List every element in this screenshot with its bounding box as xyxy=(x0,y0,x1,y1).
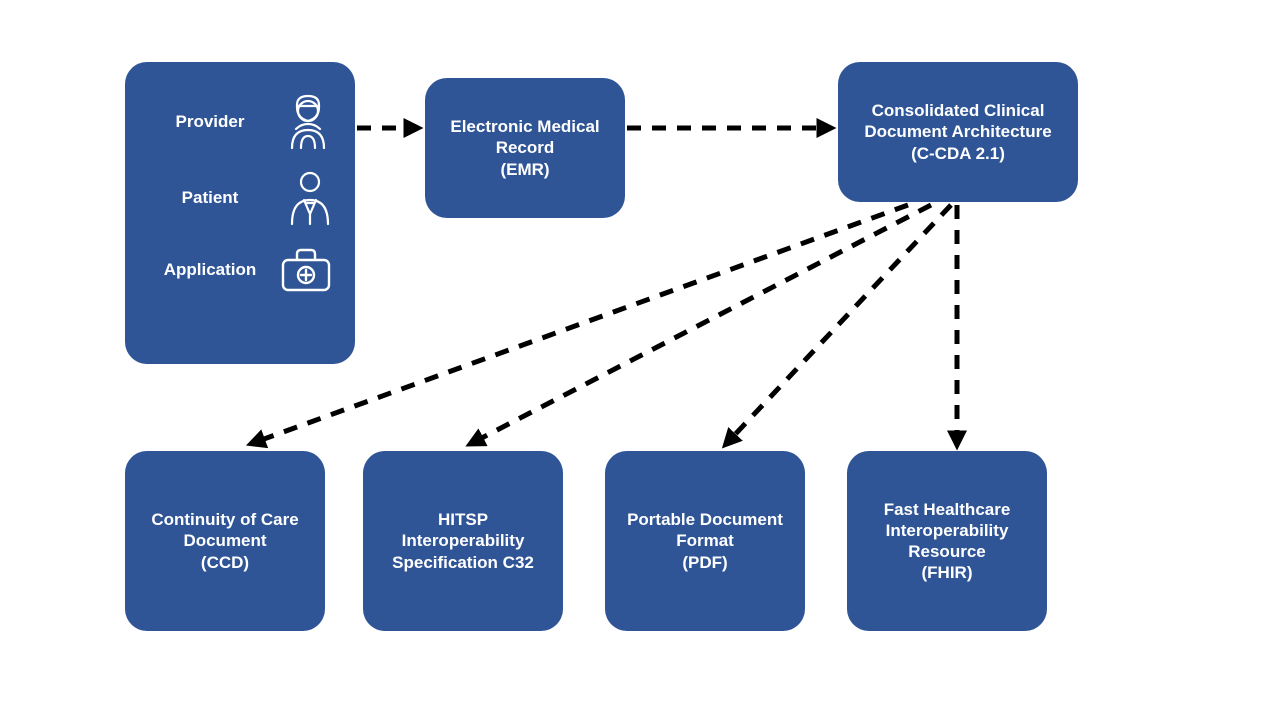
emr-label: Electronic Medical Record(EMR) xyxy=(437,116,613,180)
edge-arrow xyxy=(727,205,951,443)
role-label-application: Application xyxy=(147,259,273,280)
nurse-icon xyxy=(273,94,333,150)
fhir-label: Fast Healthcare Interoperability Resourc… xyxy=(859,499,1035,584)
edge-arrow xyxy=(472,205,931,443)
emr-node: Electronic Medical Record(EMR) xyxy=(425,78,625,218)
c32-label: HITSP Interoperability Specification C32 xyxy=(375,509,551,573)
person-icon xyxy=(273,170,333,226)
c32-node: HITSP Interoperability Specification C32 xyxy=(363,451,563,631)
role-label-patient: Patient xyxy=(147,187,273,208)
roles-node: Provider Patient xyxy=(125,62,355,364)
pdf-node: Portable Document Format(PDF) xyxy=(605,451,805,631)
medical-kit-icon xyxy=(273,246,333,294)
ccd-node: Continuity of Care Document(CCD) xyxy=(125,451,325,631)
ccda-node: Consolidated Clinical Document Architect… xyxy=(838,62,1078,202)
fhir-node: Fast Healthcare Interoperability Resourc… xyxy=(847,451,1047,631)
ccda-label: Consolidated Clinical Document Architect… xyxy=(850,100,1066,164)
role-row-application: Application xyxy=(147,246,333,294)
role-label-provider: Provider xyxy=(147,111,273,132)
role-row-provider: Provider xyxy=(147,94,333,150)
role-row-patient: Patient xyxy=(147,170,333,226)
pdf-label: Portable Document Format(PDF) xyxy=(617,509,793,573)
ccd-label: Continuity of Care Document(CCD) xyxy=(137,509,313,573)
